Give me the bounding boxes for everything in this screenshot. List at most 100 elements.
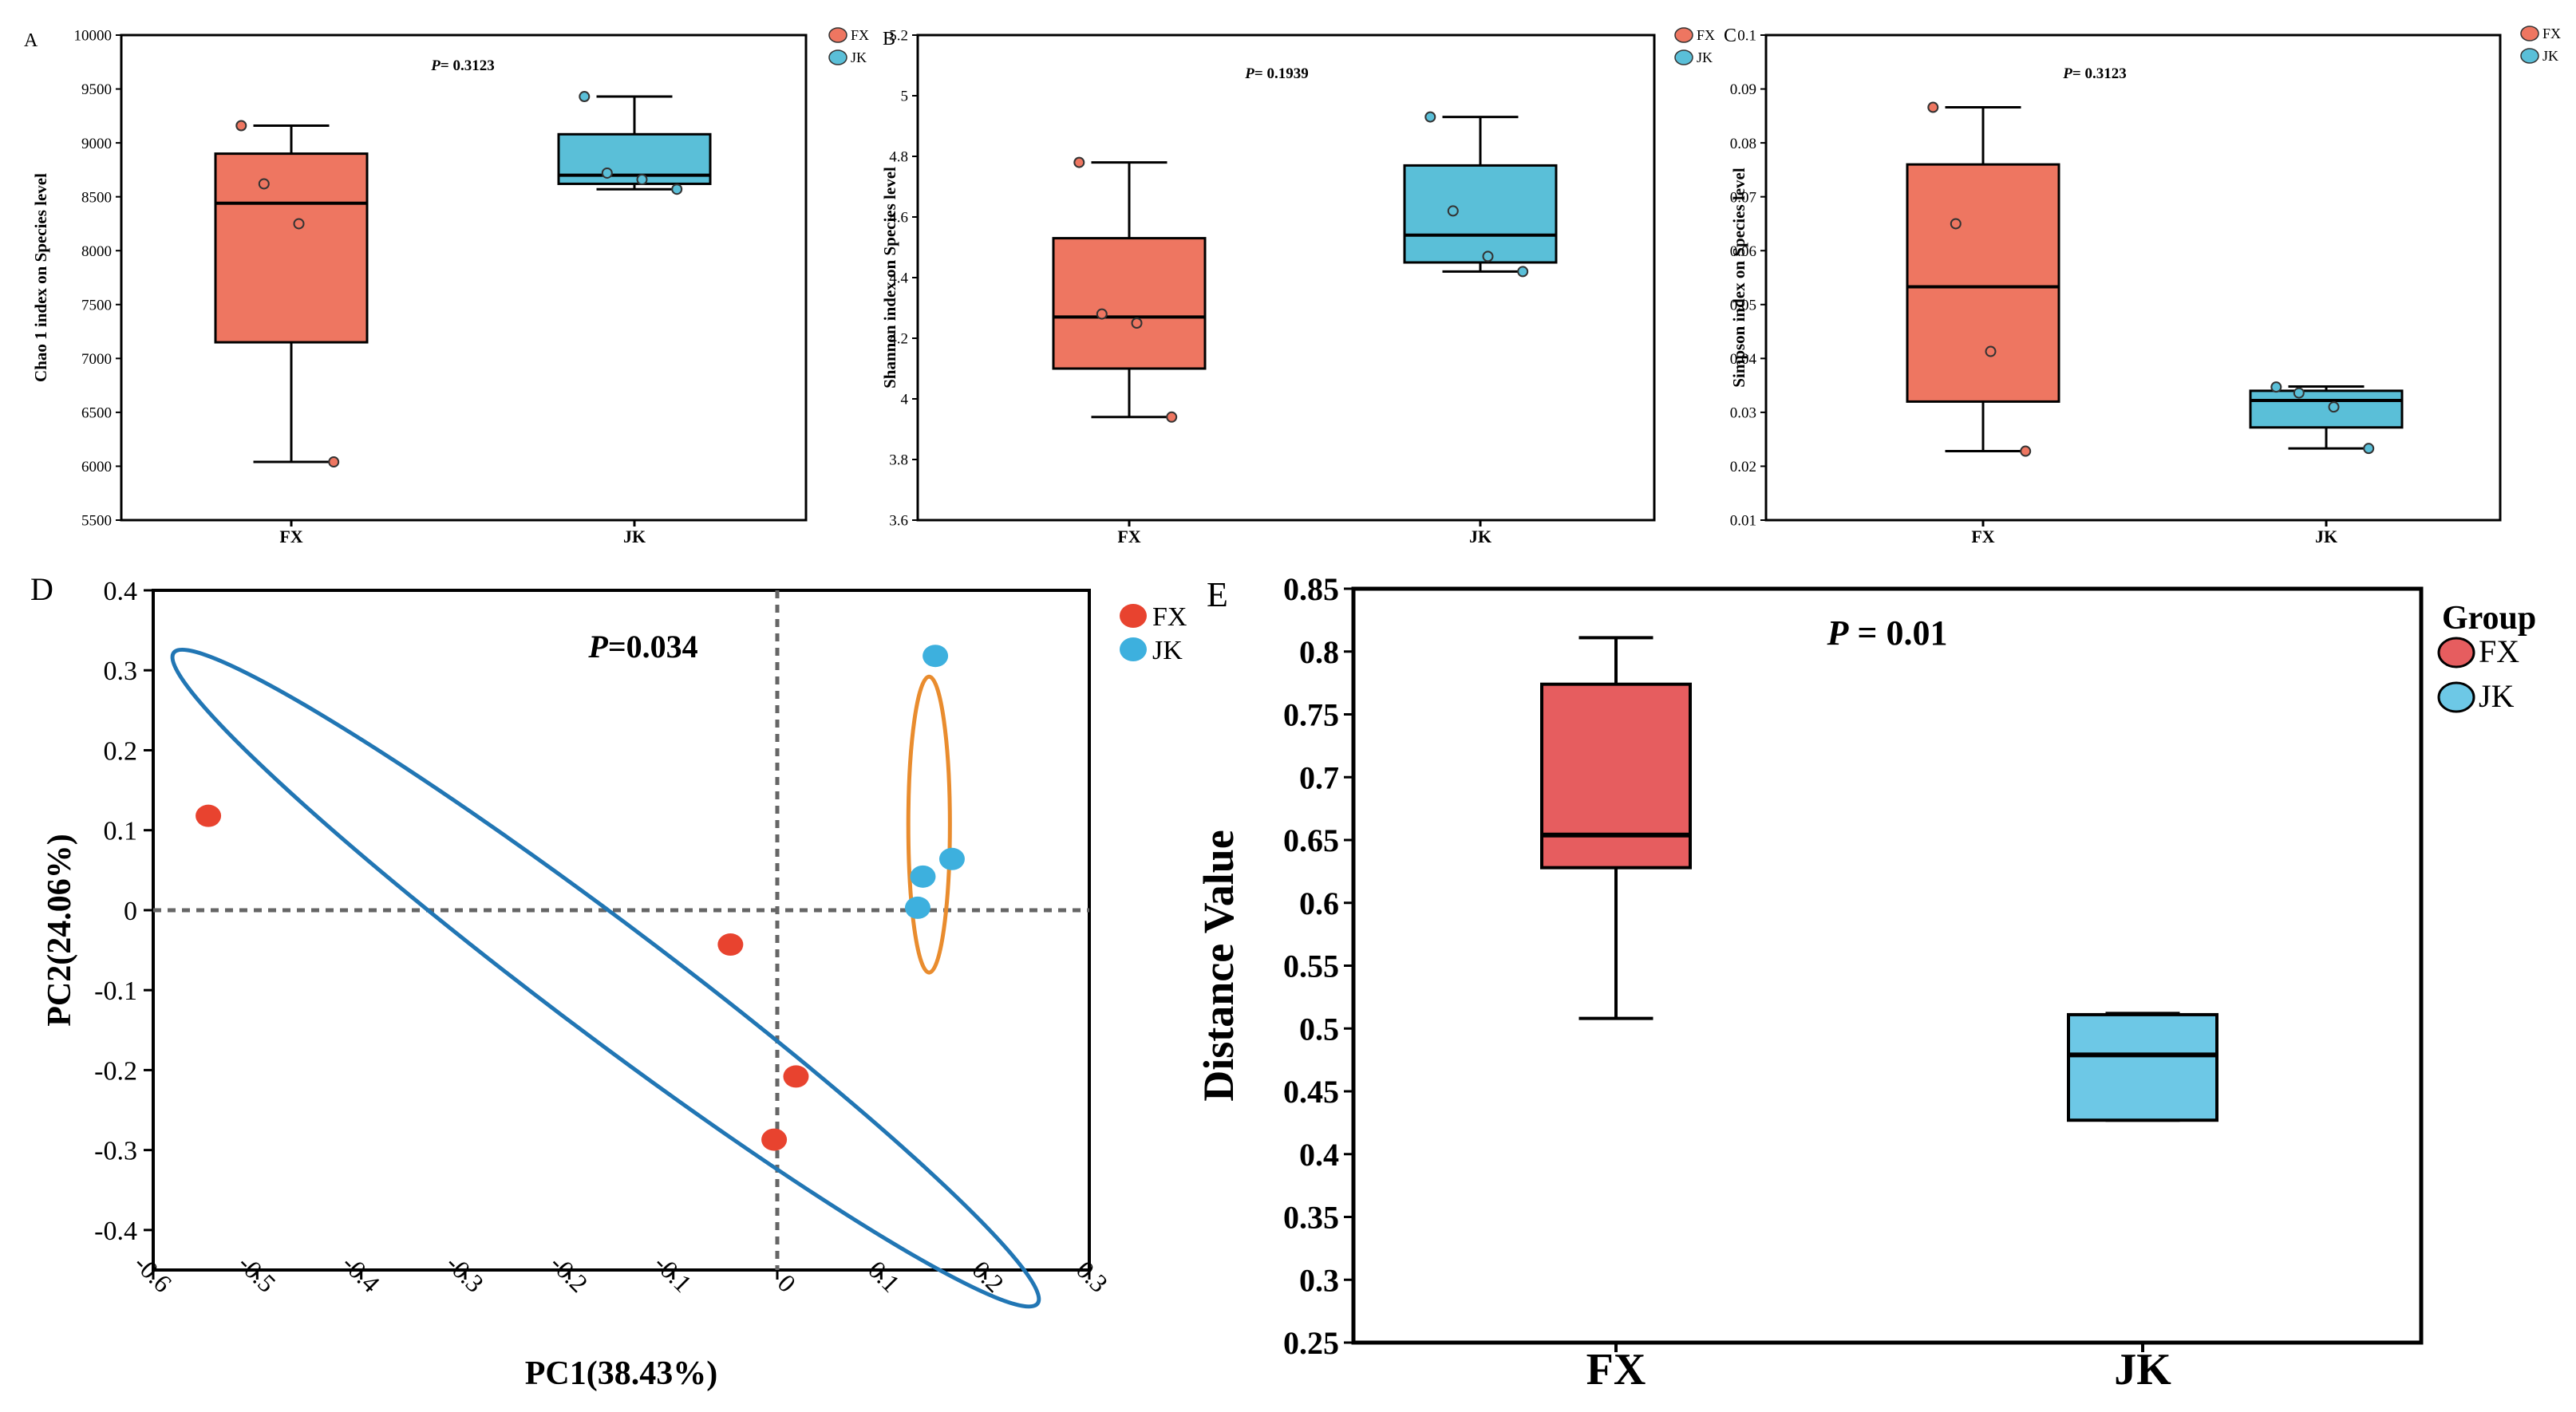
panel-label: D: [30, 571, 53, 607]
data-point: [2270, 381, 2282, 393]
panel-label: E: [1207, 575, 1228, 614]
y-tick-label: 0.7: [1299, 759, 1339, 795]
y-tick-label: 0.65: [1283, 822, 1339, 858]
data-point: [636, 174, 648, 186]
legend-marker-JK: [2437, 681, 2475, 713]
y-tick-label: -0.4: [94, 1217, 137, 1246]
legend-label-JK: JK: [2479, 678, 2515, 714]
x-tick-label: FX: [1586, 1345, 1646, 1394]
y-tick-label: 0.07: [1730, 189, 1756, 206]
y-tick-label: 0.03: [1730, 405, 1756, 422]
data-point: [1482, 250, 1494, 262]
y-tick-label: 5500: [81, 513, 112, 530]
data-point-FX: [783, 1065, 809, 1088]
data-point: [2328, 401, 2340, 413]
data-point-JK: [910, 865, 936, 888]
legend-marker-FX: [2520, 26, 2539, 41]
box-FX: [1906, 163, 2060, 403]
data-point: [1447, 205, 1459, 217]
y-tick-label: -0.2: [94, 1056, 137, 1086]
panel-label: B: [883, 29, 895, 49]
y-tick-label: 7000: [81, 351, 112, 368]
data-point: [235, 120, 247, 132]
y-tick-label: 0.55: [1283, 949, 1339, 984]
y-tick-label: 8000: [81, 243, 112, 260]
p-value-annotation: P= 0.3123: [430, 57, 494, 74]
x-tick-label: -0.6: [128, 1249, 177, 1298]
legend-label-JK: JK: [851, 49, 867, 65]
p-value-annotation: P=0.034: [587, 629, 697, 665]
x-tick-label: JK: [1469, 527, 1491, 546]
data-point: [1096, 308, 1108, 320]
data-point: [258, 178, 270, 190]
plot-frame: [1764, 34, 2502, 522]
legend-label-JK: JK: [1697, 49, 1713, 65]
data-point: [2020, 445, 2032, 457]
plot-frame: [152, 589, 1091, 1272]
y-tick-label: 0.08: [1730, 136, 1756, 152]
legend: FX JK: [1674, 27, 1715, 65]
p-value-annotation: P= 0.1939: [1244, 65, 1308, 82]
box-FX: [1540, 682, 1692, 870]
y-tick-label: 0.3: [1299, 1262, 1339, 1298]
y-tick-label: 0.45: [1283, 1074, 1339, 1110]
y-tick-label: 0.75: [1283, 697, 1339, 733]
data-point: [1131, 318, 1143, 329]
panel-label: A: [24, 30, 38, 51]
x-axis-title: PC1(38.43%): [525, 1355, 717, 1392]
y-tick-label: 0.02: [1730, 459, 1756, 475]
y-tick-label: 9000: [81, 136, 112, 152]
x-tick-label: 0.1: [863, 1255, 906, 1298]
confidence-ellipse-JK: [906, 674, 952, 975]
box-JK: [2067, 1012, 2218, 1122]
panel-label: C: [1724, 26, 1736, 46]
x-tick-label: FX: [279, 527, 302, 546]
box-FX: [1052, 237, 1207, 370]
legend-marker-JK: [828, 49, 847, 65]
p-value-annotation: P = 0.01: [1827, 613, 1948, 653]
y-tick-label: 0.6: [1299, 885, 1339, 921]
y-tick-label: 0.01: [1730, 513, 1756, 530]
data-point: [1985, 345, 1997, 357]
y-tick-label: 3.8: [889, 452, 908, 469]
data-point-JK: [904, 896, 930, 919]
y-tick-label: 0.1: [1737, 28, 1756, 45]
y-axis-title: Shannon index on Species level: [880, 167, 899, 388]
box-FX: [214, 152, 369, 344]
y-tick-label: 4.6: [889, 210, 908, 227]
data-point: [579, 91, 591, 103]
data-point: [1950, 218, 1962, 230]
data-point: [293, 218, 305, 230]
y-tick-label: 0.25: [1283, 1325, 1339, 1361]
y-axis-title: Simpson index on Species level: [1729, 168, 1748, 388]
y-tick-label: -0.3: [94, 1137, 137, 1166]
legend-marker-JK: [1674, 49, 1693, 65]
x-tick-label: 0.3: [1071, 1255, 1114, 1298]
p-value-annotation: P= 0.3123: [2062, 65, 2126, 82]
x-tick-label: 0.2: [966, 1255, 1009, 1298]
data-point: [671, 183, 683, 195]
y-tick-label: 4.4: [889, 270, 908, 287]
y-tick-label: 0.04: [1730, 351, 1757, 368]
legend-label-FX: FX: [2479, 633, 2519, 669]
data-point: [1073, 156, 1085, 168]
y-tick-label: 0.1: [104, 817, 138, 846]
x-tick-label: -0.4: [337, 1249, 385, 1298]
y-tick-label: 0.35: [1283, 1200, 1339, 1236]
legend-marker-FX: [828, 27, 847, 43]
legend-label-FX: FX: [2542, 26, 2561, 41]
y-tick-label: 7500: [81, 297, 112, 314]
panel-A: 5500 6000 6500 7000 7500 8000 8500 9000 9500 1000…: [24, 27, 869, 546]
legend: FX JK: [2520, 26, 2561, 64]
x-tick-label: FX: [1971, 527, 1994, 546]
y-tick-label: 0.2: [104, 736, 138, 766]
panel-C: 0.01 0.02 0.03 0.04 0.05 0.06 0.07 0.08 0.09 0.1 S…: [1724, 26, 2561, 546]
plot-frame: [916, 34, 1656, 522]
panel-B: 3.6 3.8 4 4.2 4.4 4.6 4.8 5 5.2 Shannon index on …: [880, 27, 1715, 546]
y-tick-label: 5: [901, 89, 909, 105]
y-tick-label: 8500: [81, 189, 112, 206]
y-tick-label: 0.09: [1730, 81, 1756, 98]
y-tick-label: 5.2: [889, 28, 908, 45]
box-JK: [1403, 164, 1558, 264]
legend-marker-FX: [1674, 27, 1693, 43]
